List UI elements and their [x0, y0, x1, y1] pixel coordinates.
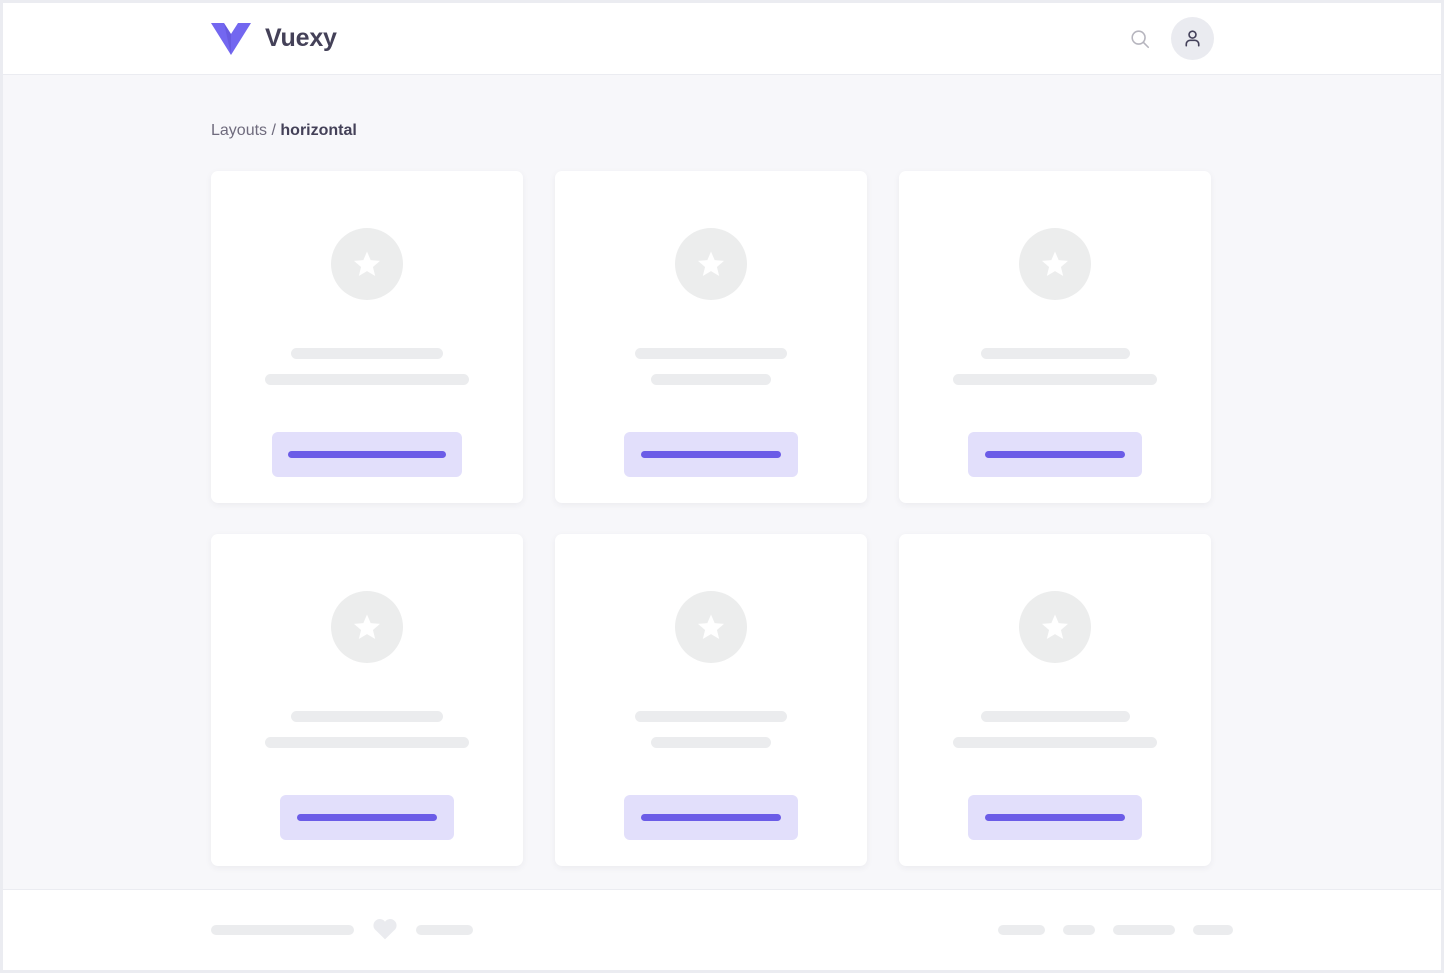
skeleton-text-lines	[555, 711, 867, 749]
breadcrumb-current: horizontal	[280, 122, 357, 139]
skeleton-card[interactable]	[899, 534, 1211, 867]
card-action-button[interactable]	[968, 795, 1142, 841]
footer-right-group	[998, 925, 1233, 935]
card-action-button[interactable]	[968, 432, 1142, 478]
card-action-button[interactable]	[272, 432, 462, 478]
footer-left-group	[211, 916, 473, 945]
star-icon	[1019, 228, 1091, 301]
skeleton-line	[291, 711, 443, 723]
star-icon	[331, 591, 403, 664]
card-action-button[interactable]	[624, 432, 798, 478]
footer-skeleton-bar	[1113, 925, 1175, 935]
skeleton-line	[651, 374, 771, 386]
star-icon	[675, 591, 747, 664]
skeleton-card[interactable]	[211, 171, 523, 504]
card-action-button[interactable]	[624, 795, 798, 841]
skeleton-line	[635, 348, 787, 360]
card-grid	[211, 171, 1233, 867]
skeleton-text-lines	[899, 348, 1211, 386]
skeleton-line	[265, 374, 469, 386]
main-content: Layouts / horizontal	[3, 75, 1441, 889]
skeleton-text-lines	[211, 348, 523, 386]
star-icon	[331, 228, 403, 301]
footer-skeleton-bar	[1063, 925, 1095, 935]
button-skeleton-bar	[288, 451, 446, 459]
footer-skeleton-bar	[998, 925, 1045, 935]
breadcrumb: Layouts / horizontal	[211, 121, 1233, 140]
skeleton-card[interactable]	[899, 171, 1211, 504]
footer-skeleton-bar	[416, 925, 473, 935]
skeleton-line	[953, 374, 1157, 386]
skeleton-card[interactable]	[555, 534, 867, 867]
star-icon	[675, 228, 747, 301]
footer-skeleton-bar	[1193, 925, 1233, 935]
button-skeleton-bar	[297, 814, 437, 822]
search-icon[interactable]	[1127, 26, 1153, 52]
heart-icon	[372, 916, 398, 945]
skeleton-text-lines	[211, 711, 523, 749]
skeleton-card[interactable]	[211, 534, 523, 867]
app-window: Vuexy Layouts / horizontal	[3, 3, 1441, 970]
skeleton-line	[953, 737, 1157, 749]
vuexy-chevron-logo-icon	[211, 22, 251, 55]
skeleton-card[interactable]	[555, 171, 867, 504]
breadcrumb-parent[interactable]: Layouts	[211, 122, 268, 139]
app-footer	[3, 889, 1441, 970]
skeleton-line	[980, 348, 1130, 360]
skeleton-line	[635, 711, 787, 723]
button-skeleton-bar	[985, 451, 1125, 459]
brand-name: Vuexy	[265, 24, 337, 52]
footer-skeleton-bar	[211, 925, 354, 935]
app-header: Vuexy	[3, 3, 1441, 75]
skeleton-line	[980, 711, 1130, 723]
brand[interactable]: Vuexy	[211, 22, 337, 55]
skeleton-text-lines	[555, 348, 867, 386]
avatar[interactable]	[1171, 17, 1214, 60]
star-icon	[1019, 591, 1091, 664]
skeleton-text-lines	[899, 711, 1211, 749]
card-action-button[interactable]	[280, 795, 454, 841]
header-actions	[1127, 17, 1214, 60]
skeleton-line	[651, 737, 771, 749]
button-skeleton-bar	[641, 451, 781, 459]
button-skeleton-bar	[985, 814, 1125, 822]
button-skeleton-bar	[641, 814, 781, 822]
skeleton-line	[265, 737, 469, 749]
breadcrumb-separator: /	[271, 122, 276, 139]
skeleton-line	[291, 348, 443, 360]
